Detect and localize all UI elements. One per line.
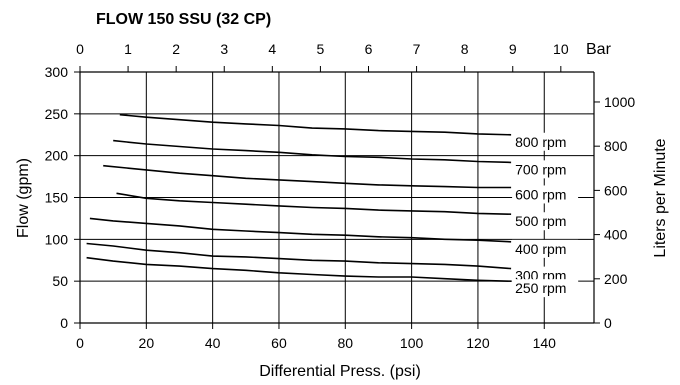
series-line-4 — [116, 192, 512, 215]
y2-tick-label: 200 — [604, 271, 628, 287]
x-axis-label: Differential Press. (psi) — [259, 363, 421, 380]
grid — [80, 72, 594, 323]
y2-tick-label: 1000 — [604, 94, 635, 110]
series-label-7: 250 rpm — [515, 280, 566, 296]
x2-tick-label: 9 — [509, 41, 517, 57]
series-label-1: 800 rpm — [515, 134, 566, 150]
x2-tick-label: 1 — [124, 41, 132, 57]
y-tick-label: 50 — [52, 273, 68, 289]
x2-tick-label: 8 — [461, 41, 469, 57]
y-tick-label: 300 — [45, 64, 69, 80]
series-line-7 — [86, 256, 512, 282]
x2-axis-label: Bar — [586, 41, 612, 58]
series-label-bg — [512, 239, 579, 258]
y-tick-label: 250 — [45, 106, 69, 122]
series-label-bg — [512, 160, 579, 179]
x-tick-label: 0 — [76, 335, 84, 351]
series-line-6 — [86, 242, 512, 270]
x2-tick-label: 10 — [553, 41, 569, 57]
x-tick-label: 120 — [466, 335, 490, 351]
series-curves — [86, 113, 512, 282]
series-label-bg — [512, 132, 579, 151]
x-tick-label: 60 — [271, 335, 287, 351]
x-tick-label: 20 — [139, 335, 155, 351]
series-line-2 — [113, 139, 512, 164]
series-label-4: 500 rpm — [515, 213, 566, 229]
series-label-bg — [512, 279, 579, 298]
x2-tick-label: 0 — [76, 41, 84, 57]
y-tick-label: 150 — [45, 190, 69, 206]
series-label-5: 400 rpm — [515, 241, 566, 257]
x-tick-label: 40 — [205, 335, 221, 351]
y2-tick-label: 400 — [604, 227, 628, 243]
x2-tick-label: 2 — [172, 41, 180, 57]
y2-tick-label: 0 — [604, 315, 612, 331]
y-axis-label: Flow (gpm) — [15, 158, 32, 238]
x2-tick-label: 5 — [317, 41, 325, 57]
series-line-3 — [103, 164, 512, 189]
y2-tick-label: 600 — [604, 182, 628, 198]
x-tick-label: 80 — [338, 335, 354, 351]
series-label-3: 600 rpm — [515, 186, 566, 202]
y-tick-label: 100 — [45, 231, 69, 247]
y-tick-label: 0 — [60, 315, 68, 331]
series-line-1 — [119, 113, 512, 136]
y-tick-label: 200 — [45, 148, 69, 164]
axes — [74, 66, 600, 329]
x2-tick-label: 7 — [413, 41, 421, 57]
x-tick-label: 140 — [533, 335, 557, 351]
series-line-5 — [89, 217, 512, 243]
series-label-bg — [512, 185, 579, 204]
y2-axis-label: Liters per Minute — [652, 138, 669, 257]
x2-tick-label: 4 — [268, 41, 276, 57]
x-tick-label: 100 — [400, 335, 424, 351]
series-label-2: 700 rpm — [515, 161, 566, 177]
x2-tick-label: 3 — [220, 41, 228, 57]
series-label-bg — [512, 212, 579, 231]
y2-tick-label: 800 — [604, 138, 628, 154]
x2-tick-label: 6 — [365, 41, 373, 57]
chart-title: FLOW 150 SSU (32 CP) — [96, 11, 271, 28]
